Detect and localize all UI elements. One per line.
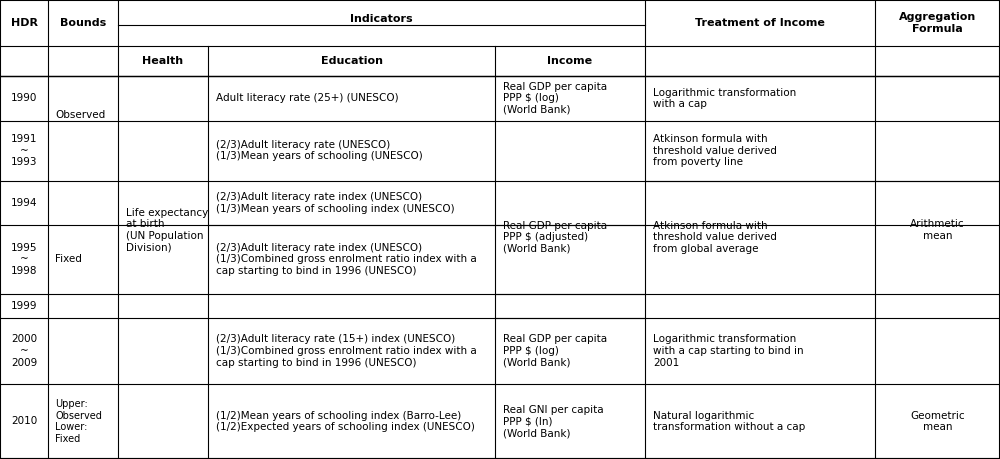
Text: Atkinson formula with
threshold value derived
from global average: Atkinson formula with threshold value de… [653, 220, 777, 254]
Text: Real GDP per capita
PPP $ (log)
(World Bank): Real GDP per capita PPP $ (log) (World B… [503, 82, 607, 115]
Text: Logarithmic transformation
with a cap starting to bind in
2001: Logarithmic transformation with a cap st… [653, 334, 804, 368]
Text: Atkinson formula with
threshold value derived
from poverty line: Atkinson formula with threshold value de… [653, 134, 777, 167]
Text: Arithmetic
mean: Arithmetic mean [910, 219, 965, 241]
Text: Health: Health [142, 56, 184, 66]
Text: Treatment of Income: Treatment of Income [695, 18, 825, 28]
Text: Natural logarithmic
transformation without a cap: Natural logarithmic transformation witho… [653, 411, 805, 432]
Text: 1991
~
1993: 1991 ~ 1993 [11, 134, 37, 167]
Text: Observed: Observed [55, 110, 105, 120]
Text: Real GDP per capita
PPP $ (log)
(World Bank): Real GDP per capita PPP $ (log) (World B… [503, 334, 607, 368]
Text: (2/3)Adult literacy rate index (UNESCO)
(1/3)Combined gross enrolment ratio inde: (2/3)Adult literacy rate index (UNESCO) … [216, 243, 477, 276]
Text: Fixed: Fixed [55, 254, 82, 264]
Text: 2000
~
2009: 2000 ~ 2009 [11, 334, 37, 368]
Text: Indicators: Indicators [350, 14, 413, 24]
Text: (2/3)Adult literacy rate (UNESCO)
(1/3)Mean years of schooling (UNESCO): (2/3)Adult literacy rate (UNESCO) (1/3)M… [216, 140, 423, 162]
Text: 1994: 1994 [11, 198, 37, 208]
Text: 1999: 1999 [11, 301, 37, 311]
Text: 1995
~
1998: 1995 ~ 1998 [11, 243, 37, 276]
Text: (2/3)Adult literacy rate index (UNESCO)
(1/3)Mean years of schooling index (UNES: (2/3)Adult literacy rate index (UNESCO) … [216, 192, 455, 214]
Text: Bounds: Bounds [60, 18, 106, 28]
Text: Life expectancy
at birth
(UN Population
Division): Life expectancy at birth (UN Population … [126, 207, 208, 252]
Text: Income: Income [547, 56, 593, 66]
Text: Geometric
mean: Geometric mean [910, 411, 965, 432]
Text: Aggregation
Formula: Aggregation Formula [899, 12, 976, 34]
Text: Upper:
Observed
Lower:
Fixed: Upper: Observed Lower: Fixed [55, 399, 102, 444]
Text: HDR: HDR [10, 18, 38, 28]
Text: 1990: 1990 [11, 93, 37, 103]
Text: (2/3)Adult literacy rate (15+) index (UNESCO)
(1/3)Combined gross enrolment rati: (2/3)Adult literacy rate (15+) index (UN… [216, 334, 477, 368]
Text: Real GNI per capita
PPP $ (In)
(World Bank): Real GNI per capita PPP $ (In) (World Ba… [503, 405, 604, 438]
Text: Adult literacy rate (25+) (UNESCO): Adult literacy rate (25+) (UNESCO) [216, 93, 399, 103]
Text: Education: Education [320, 56, 382, 66]
Text: 2010: 2010 [11, 416, 37, 426]
Text: Real GDP per capita
PPP $ (adjusted)
(World Bank): Real GDP per capita PPP $ (adjusted) (Wo… [503, 220, 607, 254]
Text: (1/2)Mean years of schooling index (Barro-Lee)
(1/2)Expected years of schooling : (1/2)Mean years of schooling index (Barr… [216, 411, 475, 432]
Text: Logarithmic transformation
with a cap: Logarithmic transformation with a cap [653, 88, 796, 109]
